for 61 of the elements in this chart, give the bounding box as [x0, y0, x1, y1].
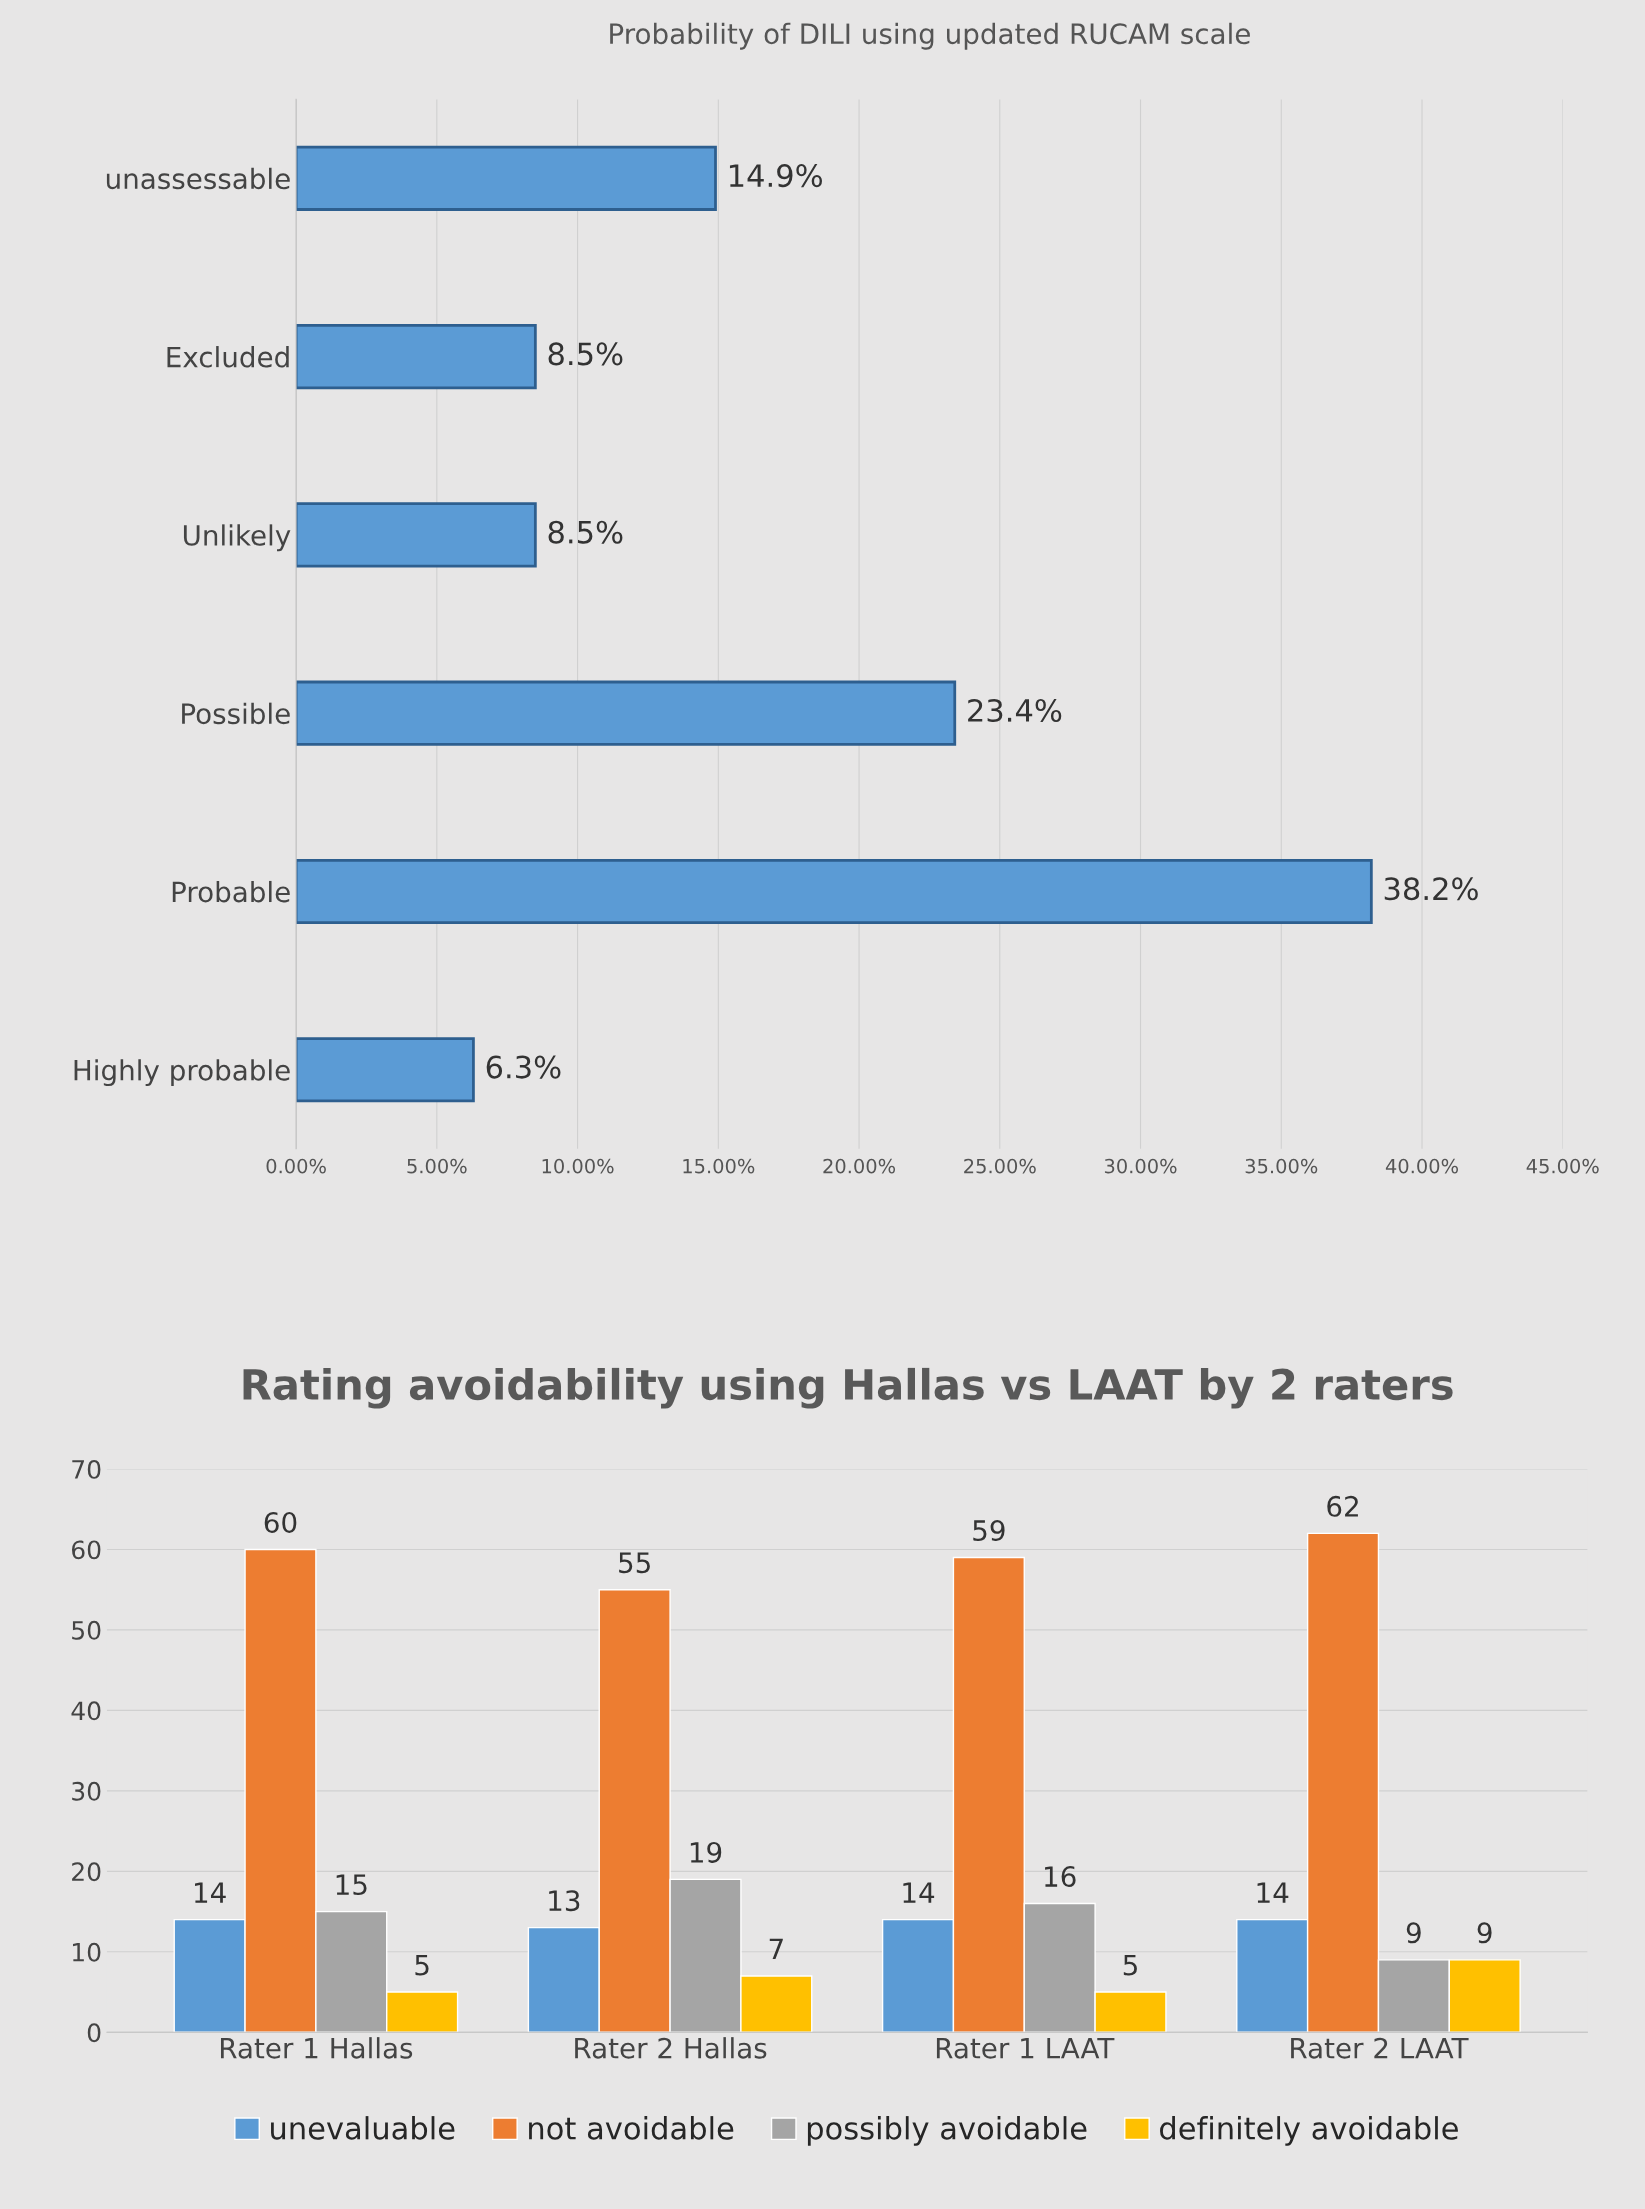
x-tick-label: 15.00%	[683, 1158, 755, 1174]
data-label: 19	[690, 1841, 722, 1863]
y-tick-label: Probable	[172, 880, 290, 903]
chart-title: Probability of DILI using updated RUCAM scale	[610, 22, 1250, 50]
y-tick-label: 40	[71, 1701, 101, 1721]
data-label: 8.5%	[548, 342, 623, 366]
bar	[296, 324, 537, 390]
data-label: 55	[619, 1552, 650, 1574]
x-tick-label: Rater 1 LAAT	[936, 2038, 1115, 2059]
x-tick-label: 25.00%	[964, 1158, 1036, 1174]
y-tick-label: Possible	[182, 702, 290, 725]
x-tick-label: 40.00%	[1385, 1158, 1459, 1174]
data-label: 8.5%	[548, 520, 623, 544]
data-label: 16	[1045, 1866, 1076, 1888]
y-tick-label: Highly probable	[74, 1059, 290, 1087]
x-tick-label: 30.00%	[1104, 1158, 1177, 1174]
y-tick-label: 0	[87, 2023, 101, 2043]
chart-title: Rating avoidability using Hallas vs LAAT by 2 raters	[243, 1367, 1453, 1409]
y-tick-label: 70	[72, 1459, 101, 1479]
bar	[296, 680, 957, 746]
x-tick-label: 35.00%	[1245, 1158, 1318, 1174]
y-tick-label: 50	[72, 1620, 101, 1640]
x-tick-label: 20.00%	[823, 1158, 896, 1174]
legend-label: definitely avoidable	[1160, 2116, 1458, 2146]
data-label: 7	[769, 1938, 783, 1960]
y-tick-label: Unlikely	[183, 524, 291, 552]
data-label: 9	[1406, 1922, 1421, 1944]
data-label: 14	[1257, 1882, 1289, 1903]
x-tick-label: 45.00%	[1526, 1158, 1599, 1174]
y-tick-label: 60	[72, 1540, 101, 1560]
x-tick-label: 5.00%	[407, 1158, 467, 1174]
data-label: 9	[1477, 1922, 1492, 1944]
x-tick-label: 10.00%	[542, 1158, 614, 1174]
legend-label: unevaluable	[271, 2116, 455, 2140]
x-tick-label: 0.00%	[266, 1158, 326, 1174]
x-tick-label: Rater 2 LAAT	[1291, 2037, 1469, 2059]
data-label: 23.4%	[968, 698, 1062, 723]
data-label: 13	[549, 1890, 580, 1912]
y-tick-label: 30	[72, 1781, 101, 1801]
data-label: 15	[336, 1874, 367, 1896]
data-label: 38.2%	[1384, 877, 1478, 901]
x-tick-label: Rater 2 Hallas	[575, 2037, 767, 2059]
legend-label: not avoidable	[529, 2116, 734, 2140]
data-label: 14	[903, 1882, 935, 1903]
data-label: 6.3%	[486, 1055, 561, 1079]
bar	[296, 1037, 475, 1103]
y-tick-label: 20	[72, 1862, 101, 1882]
data-label: 62	[1327, 1495, 1358, 1517]
x-tick-label: Rater 1 Hallas	[220, 2037, 413, 2059]
data-label: 5	[415, 1954, 429, 1976]
data-label: 14.9%	[729, 164, 822, 188]
data-label: 59	[973, 1520, 1005, 1542]
y-tick-label: unassessable	[106, 167, 290, 190]
y-tick-label: Excluded	[167, 346, 289, 368]
data-label: 5	[1123, 1954, 1137, 1976]
legend-label: possibly avoidable	[807, 2116, 1087, 2146]
bar	[296, 502, 537, 568]
data-label: 14	[195, 1882, 226, 1903]
y-tick-label: 10	[73, 1942, 101, 1962]
bar	[296, 858, 1373, 925]
bar	[296, 145, 717, 211]
